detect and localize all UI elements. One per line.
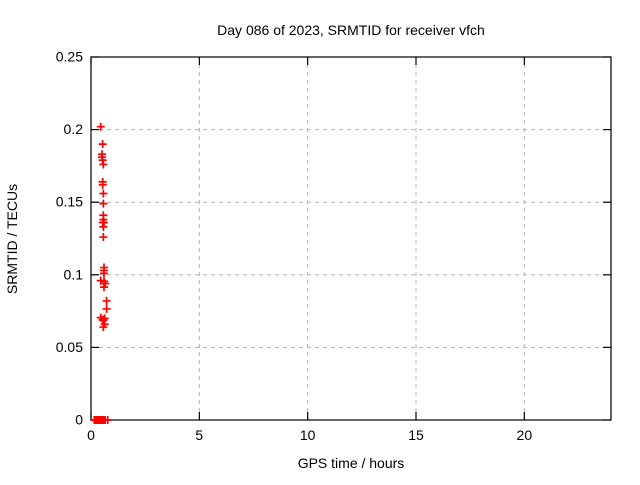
x-tick-label: 0	[87, 427, 95, 443]
x-tick-label: 10	[300, 427, 316, 443]
plot-border	[90, 56, 612, 421]
data-point-marker	[102, 304, 111, 313]
data-point-marker	[101, 279, 110, 288]
data-point-marker	[100, 269, 108, 278]
data-point-marker	[99, 222, 108, 231]
y-tick-label: 0.1	[64, 266, 84, 282]
data-point-marker	[98, 140, 107, 149]
data-point-marker	[99, 199, 108, 208]
y-tick-label: 0	[75, 411, 83, 427]
data-points	[90, 122, 112, 424]
y-tick-label: 0.2	[64, 121, 84, 137]
data-point-marker	[99, 233, 108, 242]
data-point-marker	[103, 416, 112, 424]
tick-labels: 0 5 10 15 20 0 0.05 0.1 0.15 0.2 0.25	[56, 48, 533, 443]
data-point-marker	[96, 122, 105, 131]
y-tick-label: 0.15	[56, 194, 83, 210]
chart-title: Day 086 of 2023, SRMTID for receiver vfc…	[217, 22, 485, 38]
data-point-marker	[99, 189, 108, 198]
data-point-marker	[98, 180, 107, 189]
data-point-marker	[100, 283, 108, 292]
axis-ticks	[90, 56, 611, 421]
y-axis-title: SRMTID / TECUs	[4, 184, 20, 294]
y-tick-label: 0.05	[56, 339, 83, 355]
x-axis-title: GPS time / hours	[298, 455, 405, 471]
x-tick-label: 15	[408, 427, 424, 443]
data-point-marker	[99, 160, 108, 169]
data-point-marker	[99, 323, 108, 332]
y-tick-label: 0.25	[56, 48, 83, 64]
data-point-marker	[102, 296, 111, 305]
gridlines	[91, 57, 611, 420]
x-tick-label: 20	[517, 427, 533, 443]
x-tick-label: 5	[195, 427, 203, 443]
